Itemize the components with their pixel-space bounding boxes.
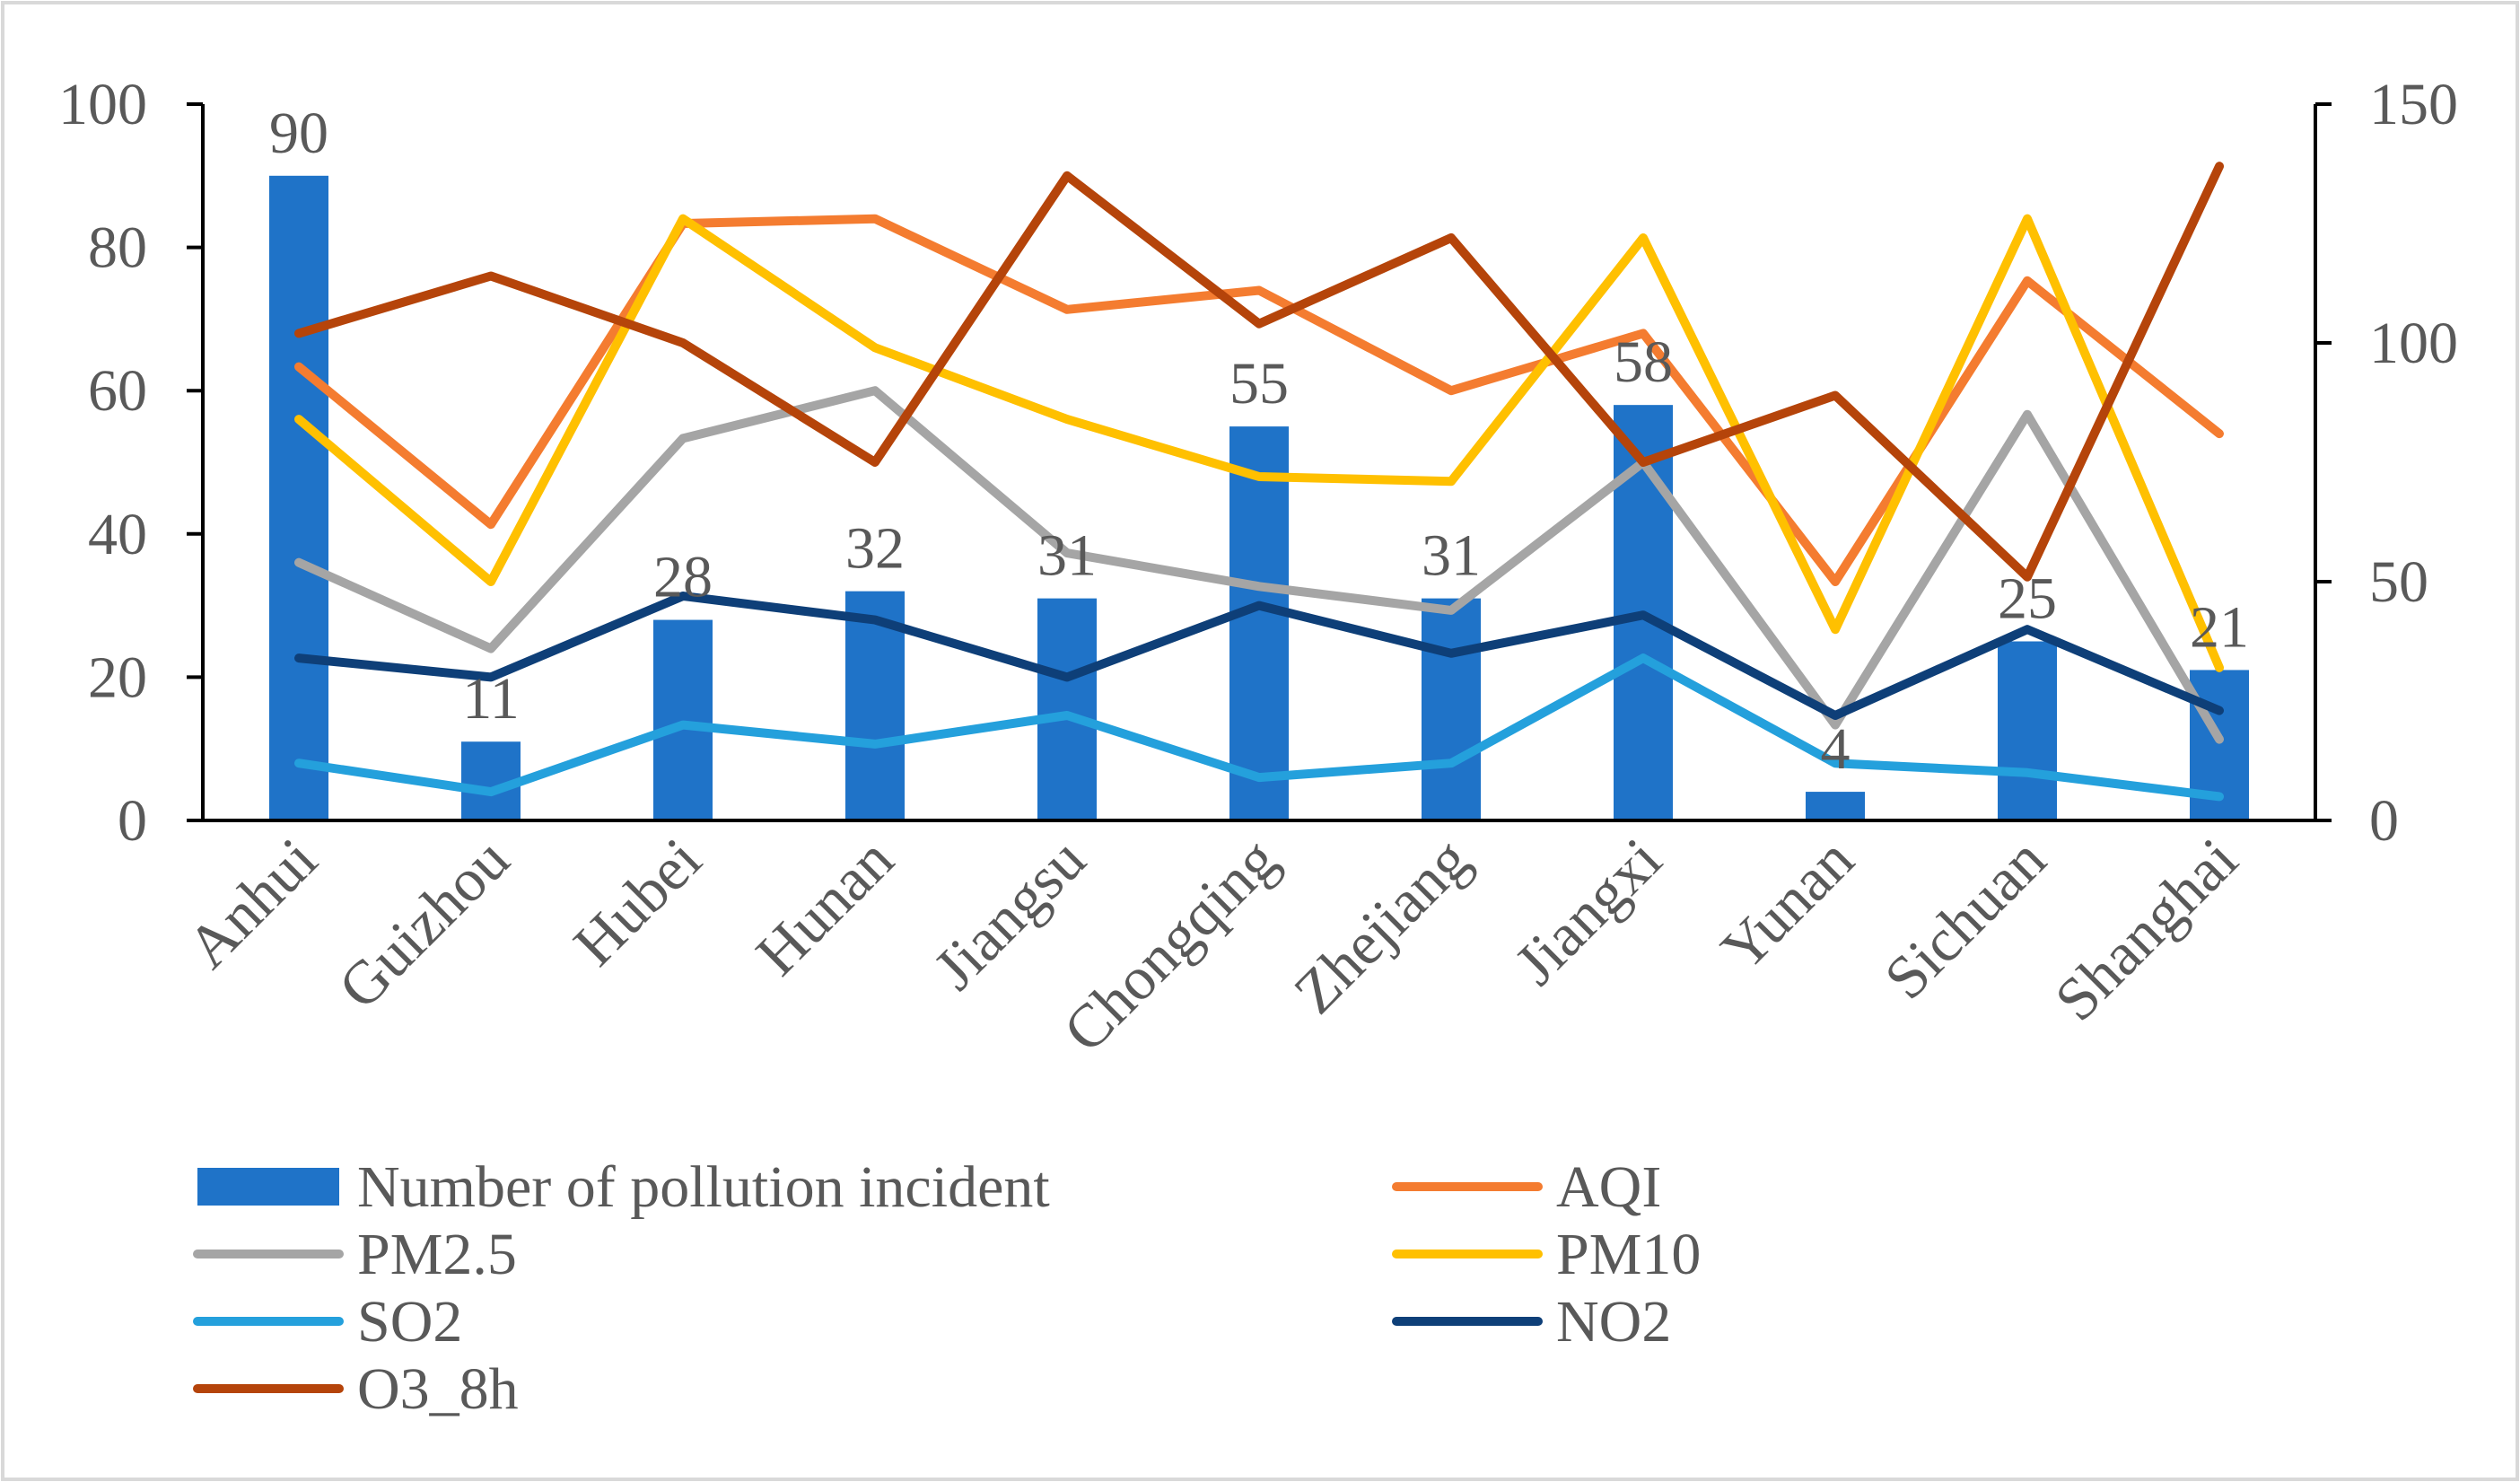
bar-value-label: 28 (653, 545, 713, 610)
line-no2 (294, 592, 2224, 720)
bar-sichuan (1998, 641, 2057, 820)
left-tick-label: 60 (88, 358, 147, 424)
left-tick-label: 80 (88, 215, 147, 281)
bars-layer (269, 175, 2249, 821)
bar-value-label: 11 (462, 666, 520, 732)
bar-value-label: 21 (2190, 594, 2249, 660)
bar-hubei (653, 619, 713, 820)
legend-label-pm10: PM10 (1556, 1222, 1701, 1287)
bar-jiangsu (1037, 598, 1097, 820)
bar-value-label: 58 (1614, 329, 1673, 395)
bar-value-label: 31 (1037, 523, 1097, 589)
legend-label-aqi: AQI (1556, 1154, 1661, 1220)
legend: Number of pollution incident AQI PM2.5 PM10… (193, 1154, 1701, 1422)
legend-label-no2: NO2 (1556, 1289, 1671, 1355)
line-pm2-5 (294, 386, 2224, 744)
line-so2 (294, 653, 2224, 802)
bar-zhejiang (1422, 598, 1481, 820)
line-pm10 (294, 214, 2224, 672)
bar-value-label: 90 (269, 101, 328, 166)
lines-layer (294, 162, 2224, 802)
left-tick-label: 0 (118, 788, 147, 854)
legend-swatch-number-of-pollution-incident (197, 1168, 339, 1206)
data-labels-layer: 90 11 28 32 31 55 31 58 4 25 21 (269, 101, 2249, 782)
left-tick-label: 40 (88, 502, 147, 567)
bar-anhui (269, 175, 328, 821)
bar-yunan (1806, 792, 1865, 820)
right-tick-label: 0 (2369, 788, 2399, 854)
legend-label-number-of-pollution-incident: Number of pollution incident (357, 1154, 1050, 1220)
legend-label-so2: SO2 (357, 1289, 462, 1355)
right-tick-label: 100 (2369, 311, 2458, 376)
legend-label-o3-8h: O3_8h (357, 1356, 519, 1422)
legend-label-pm2-5: PM2.5 (357, 1222, 517, 1287)
left-tick-label: 20 (88, 645, 147, 710)
bar-value-label: 55 (1229, 351, 1289, 417)
bar-value-label: 32 (845, 516, 905, 582)
right-tick-label: 50 (2369, 549, 2428, 615)
right-tick-label: 150 (2369, 72, 2458, 137)
line-o3-8h (294, 162, 2224, 582)
bar-value-label: 4 (1821, 716, 1851, 782)
bar-chongqing (1229, 426, 1289, 820)
bar-value-label: 31 (1422, 523, 1481, 589)
bar-value-label: 25 (1998, 566, 2057, 632)
left-tick-label: 100 (58, 72, 147, 137)
